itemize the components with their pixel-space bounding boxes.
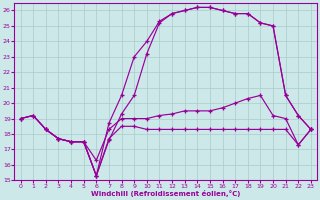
X-axis label: Windchill (Refroidissement éolien,°C): Windchill (Refroidissement éolien,°C) xyxy=(91,190,240,197)
